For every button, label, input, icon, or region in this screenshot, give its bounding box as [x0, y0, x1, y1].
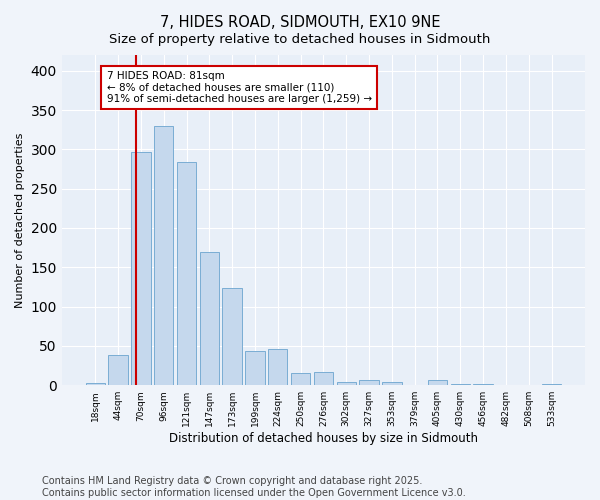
Bar [473, 384, 493, 385]
Bar [337, 382, 356, 385]
Bar [542, 384, 561, 385]
Bar [177, 162, 196, 385]
Bar [359, 380, 379, 385]
X-axis label: Distribution of detached houses by size in Sidmouth: Distribution of detached houses by size … [169, 432, 478, 445]
Bar [451, 384, 470, 385]
Text: 7, HIDES ROAD, SIDMOUTH, EX10 9NE: 7, HIDES ROAD, SIDMOUTH, EX10 9NE [160, 15, 440, 30]
Bar [245, 350, 265, 385]
Bar [268, 349, 287, 385]
Bar [223, 288, 242, 385]
Y-axis label: Number of detached properties: Number of detached properties [15, 132, 25, 308]
Bar [200, 252, 219, 385]
Bar [154, 126, 173, 385]
Bar [382, 382, 401, 385]
Bar [291, 372, 310, 385]
Bar [109, 354, 128, 385]
Bar [131, 152, 151, 385]
Text: Contains HM Land Registry data © Crown copyright and database right 2025.
Contai: Contains HM Land Registry data © Crown c… [42, 476, 466, 498]
Text: Size of property relative to detached houses in Sidmouth: Size of property relative to detached ho… [109, 32, 491, 46]
Text: 7 HIDES ROAD: 81sqm
← 8% of detached houses are smaller (110)
91% of semi-detach: 7 HIDES ROAD: 81sqm ← 8% of detached hou… [107, 70, 372, 104]
Bar [314, 372, 333, 385]
Bar [428, 380, 447, 385]
Bar [86, 383, 105, 385]
